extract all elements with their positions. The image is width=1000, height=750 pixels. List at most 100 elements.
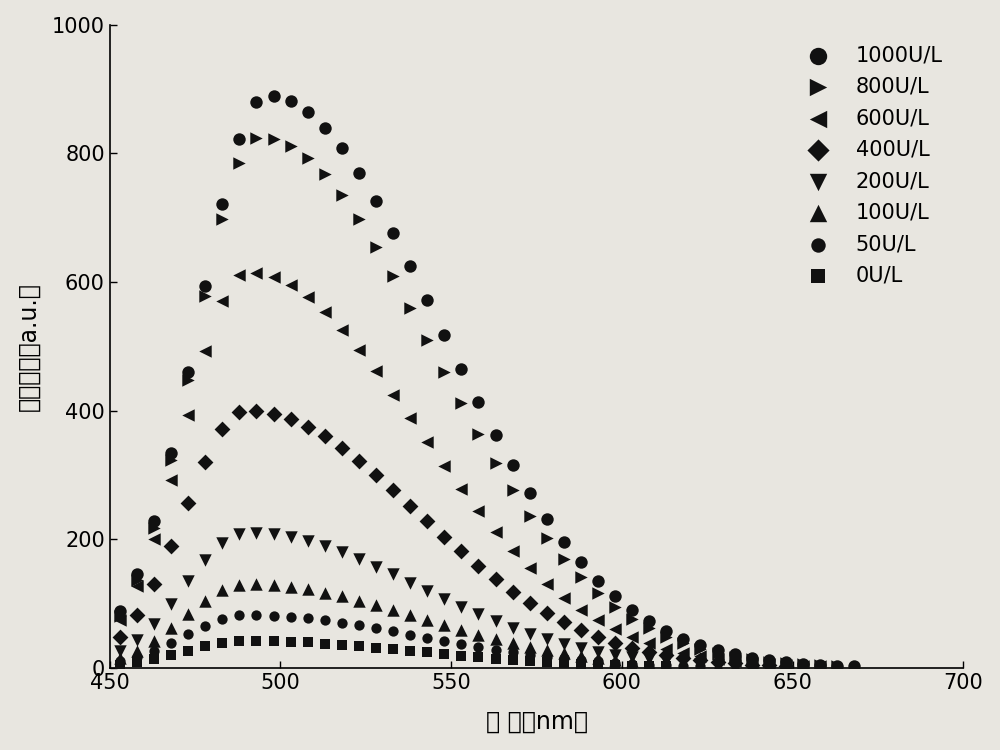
400U/L (778, 660, 794, 672)
50U/L (453, 638, 469, 650)
1000U/L (300, 106, 316, 118)
400U/L (470, 560, 486, 572)
1000U/L (385, 226, 401, 238)
0U/L (470, 651, 486, 663)
100U/L (334, 590, 350, 602)
100U/L (300, 584, 316, 596)
1000U/L (453, 363, 469, 375)
50U/L (539, 650, 555, 662)
200U/L (368, 560, 384, 572)
0U/L (658, 661, 674, 673)
400U/L (129, 609, 145, 621)
50U/L (556, 652, 572, 664)
600U/L (402, 413, 418, 424)
1000U/L (488, 428, 504, 440)
600U/L (607, 623, 623, 635)
200U/L (710, 658, 726, 670)
800U/L (300, 152, 316, 164)
200U/L (641, 653, 657, 665)
600U/L (590, 614, 606, 626)
400U/L (522, 597, 538, 609)
400U/L (266, 408, 282, 420)
1000U/L (624, 604, 640, 616)
100U/L (436, 620, 452, 632)
600U/L (761, 658, 777, 670)
100U/L (692, 659, 708, 671)
1000U/L (573, 556, 589, 568)
100U/L (214, 584, 230, 596)
800U/L (283, 140, 299, 152)
X-axis label: 波 长（nm）: 波 长（nm） (486, 710, 588, 734)
800U/L (180, 374, 196, 386)
100U/L (556, 647, 572, 659)
1000U/L (419, 294, 435, 306)
50U/L (675, 660, 691, 672)
100U/L (641, 657, 657, 669)
200U/L (675, 657, 691, 669)
400U/L (300, 421, 316, 433)
1000U/L (402, 260, 418, 272)
800U/L (334, 189, 350, 201)
50U/L (385, 626, 401, 638)
50U/L (197, 620, 213, 632)
800U/L (146, 521, 162, 533)
1000U/L (710, 644, 726, 656)
50U/L (419, 632, 435, 644)
200U/L (436, 593, 452, 605)
400U/L (607, 637, 623, 649)
400U/L (112, 631, 128, 643)
0U/L (248, 634, 264, 646)
200U/L (488, 615, 504, 627)
400U/L (692, 654, 708, 666)
100U/L (402, 609, 418, 621)
100U/L (675, 658, 691, 670)
0U/L (231, 635, 247, 647)
50U/L (112, 656, 128, 668)
100U/L (180, 608, 196, 620)
50U/L (231, 610, 247, 622)
1000U/L (470, 397, 486, 409)
0U/L (385, 644, 401, 656)
0U/L (522, 655, 538, 667)
1000U/L (727, 649, 743, 661)
600U/L (129, 580, 145, 592)
800U/L (812, 659, 828, 671)
0U/L (419, 646, 435, 658)
100U/L (283, 581, 299, 593)
100U/L (658, 658, 674, 670)
800U/L (129, 574, 145, 586)
50U/L (488, 644, 504, 656)
600U/L (488, 526, 504, 538)
50U/L (351, 620, 367, 632)
800U/L (112, 610, 128, 622)
200U/L (197, 554, 213, 566)
600U/L (214, 295, 230, 307)
100U/L (488, 633, 504, 645)
100U/L (710, 660, 726, 672)
50U/L (436, 635, 452, 647)
50U/L (266, 610, 282, 622)
200U/L (453, 601, 469, 613)
600U/L (112, 614, 128, 626)
0U/L (163, 649, 179, 661)
800U/L (385, 271, 401, 283)
600U/L (556, 592, 572, 604)
400U/L (573, 624, 589, 636)
100U/L (112, 652, 128, 664)
0U/L (300, 637, 316, 649)
800U/L (795, 658, 811, 670)
400U/L (317, 430, 333, 442)
100U/L (727, 661, 743, 673)
400U/L (351, 455, 367, 467)
400U/L (624, 642, 640, 654)
200U/L (522, 628, 538, 640)
0U/L (402, 645, 418, 657)
1000U/L (248, 96, 264, 108)
1000U/L (436, 328, 452, 340)
50U/L (146, 645, 162, 657)
1000U/L (317, 122, 333, 134)
800U/L (556, 553, 572, 565)
100U/L (522, 640, 538, 652)
800U/L (675, 638, 691, 650)
50U/L (402, 628, 418, 640)
